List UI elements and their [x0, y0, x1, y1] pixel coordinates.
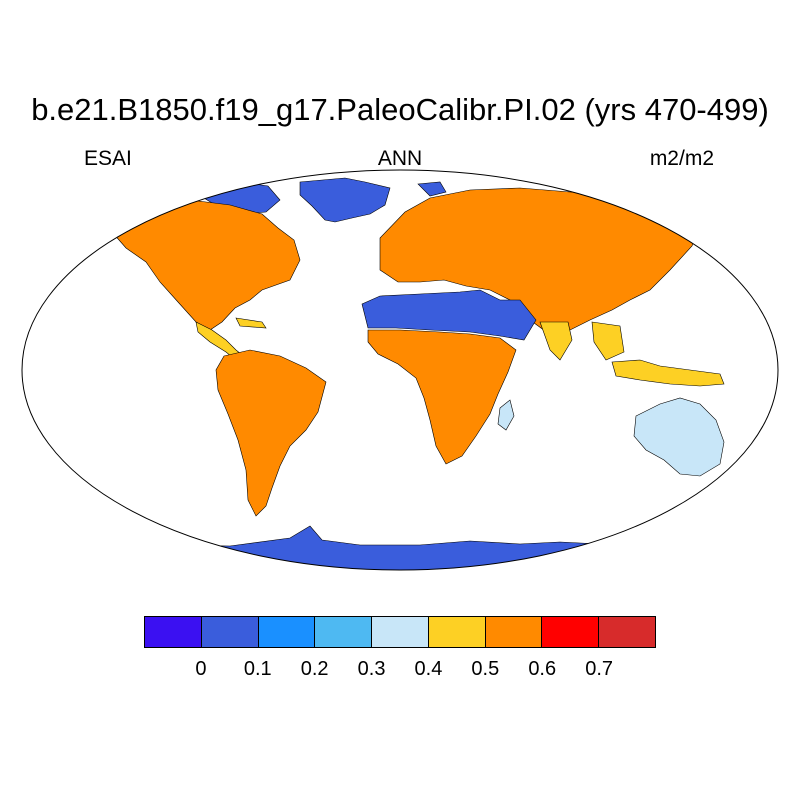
africa: [367, 329, 517, 465]
colorbar-box: [428, 617, 486, 647]
indonesia: [611, 359, 725, 387]
south-america: [215, 349, 327, 517]
eurasia: [379, 187, 701, 337]
colorbar-box: [258, 617, 316, 647]
colorbar-box: [315, 617, 373, 647]
north-america: [109, 199, 301, 331]
colorbar-tick-label: 0: [195, 658, 207, 680]
colorbar-box: [542, 617, 600, 647]
colorbar-box: [372, 617, 429, 647]
colorbar-box: [485, 617, 543, 647]
colorbar-tick-label: 0.1: [243, 658, 272, 680]
new-zealand: [735, 457, 761, 481]
colorbar-tick-label: 0.5: [471, 658, 500, 680]
caribbean: [235, 317, 267, 329]
units-label: m2/m2: [649, 147, 714, 170]
colorbar-box: [201, 617, 259, 647]
globe-outline: [21, 169, 779, 571]
colorbar-box: [599, 617, 656, 647]
map-field: [109, 177, 761, 570]
madagascar: [497, 399, 515, 431]
sahara-arabia: [361, 289, 537, 341]
colorbar-tick-label: 0.2: [300, 658, 329, 680]
antarctica: [139, 525, 661, 570]
greenland: [299, 177, 391, 223]
southeast-asia: [591, 321, 625, 361]
india: [539, 321, 573, 361]
colorbar-tick-label: 0.3: [357, 658, 386, 680]
colorbar-tick-label: 0.6: [528, 658, 557, 680]
colorbar: [144, 616, 656, 648]
svalbard: [417, 181, 447, 197]
australia: [633, 397, 725, 477]
season-label: ANN: [377, 147, 423, 170]
variable-label: ESAI: [84, 147, 132, 170]
colorbar-box: [145, 617, 202, 647]
colorbar-tick-label: 0.4: [414, 658, 443, 680]
plot-title: b.e21.B1850.f19_g17.PaleoCalibr.PI.02 (y…: [31, 92, 769, 127]
colorbar-tick-label: 0.7: [585, 658, 614, 680]
